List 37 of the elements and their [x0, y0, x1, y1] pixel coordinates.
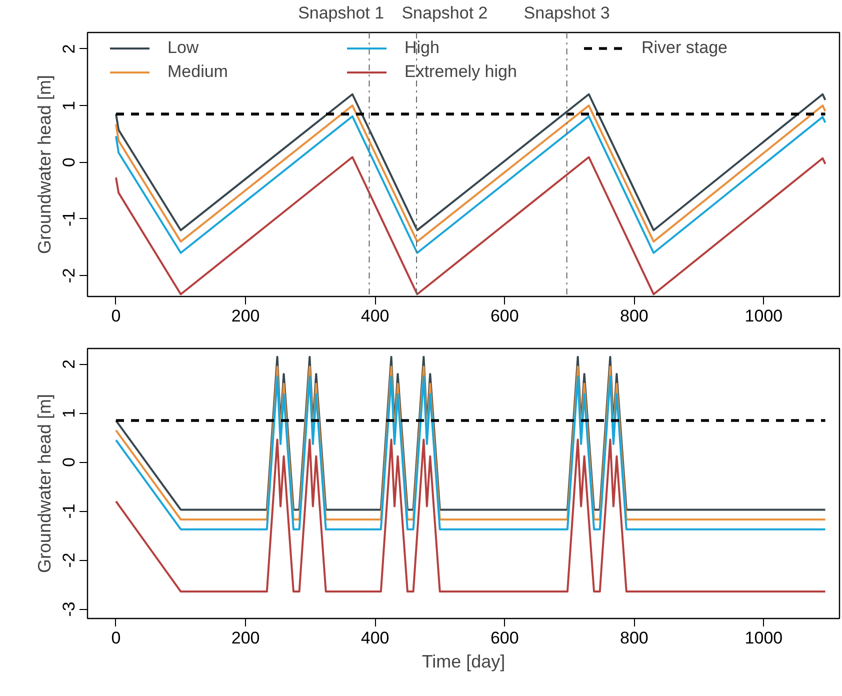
legend-label: Extremely high — [404, 62, 518, 82]
x-tick-label: 400 — [360, 628, 390, 648]
x-tick-label: 800 — [620, 628, 648, 648]
y-axis-title: Groundwater head [m] — [34, 74, 54, 254]
ref-line-label: Snapshot 2 — [402, 4, 488, 22]
x-tick-label: 200 — [231, 306, 260, 326]
x-tick-label: 1000 — [744, 628, 783, 648]
y-tick-label: -1 — [60, 211, 78, 226]
x-tick-label: 1000 — [744, 306, 783, 326]
y-tick-label: -2 — [60, 552, 78, 568]
ref-line-label: Snapshot 3 — [524, 4, 610, 22]
y-tick-label: -2 — [60, 268, 78, 284]
y-tick-label: 0 — [60, 157, 78, 167]
x-tick-label: 800 — [620, 306, 648, 326]
x-tick-label: 600 — [490, 306, 519, 326]
x-tick-label: 0 — [111, 628, 121, 648]
x-tick-label: 600 — [490, 628, 519, 648]
y-tick-label: 2 — [60, 359, 78, 369]
legend-label: Medium — [168, 62, 229, 82]
y-tick-label: -3 — [60, 602, 78, 617]
y-tick-label: 1 — [60, 408, 78, 418]
legend-label: High — [404, 38, 440, 58]
y-axis-title: Groundwater head [m] — [34, 394, 54, 574]
x-tick-label: 400 — [360, 306, 390, 326]
y-tick-label: 2 — [60, 44, 78, 54]
line-series — [115, 93, 826, 232]
y-tick-label: 1 — [60, 100, 78, 110]
legend-label: Low — [168, 38, 200, 58]
x-tick-label: 0 — [111, 306, 121, 326]
legend-label: River stage — [642, 38, 728, 58]
x-tick-label: 200 — [231, 628, 260, 648]
x-axis-title: Time [day] — [422, 652, 506, 672]
ref-line-label: Snapshot 1 — [298, 4, 384, 22]
line-series — [115, 156, 826, 296]
y-tick-label: -1 — [60, 504, 78, 519]
y-tick-label: 0 — [60, 457, 78, 467]
line-series — [115, 438, 826, 593]
